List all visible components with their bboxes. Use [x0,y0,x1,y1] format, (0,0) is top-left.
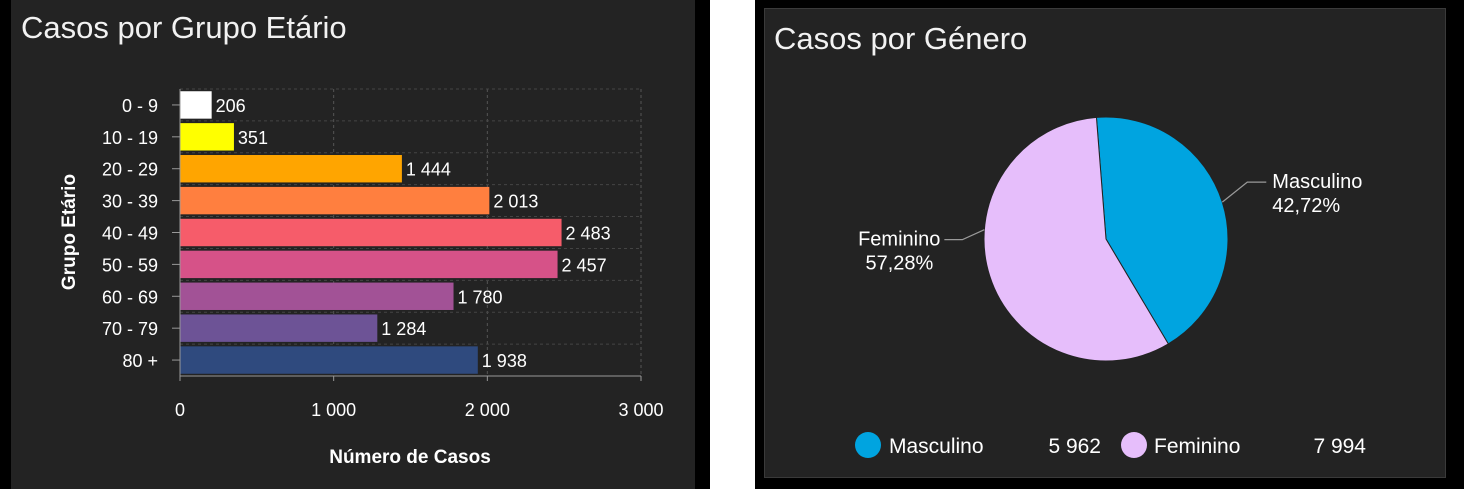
slice-label-percent: 42,72% [1272,195,1340,217]
slice-label-percent: 57,28% [866,253,934,275]
y-tick-label: 30 - 39 [102,192,158,212]
pie-slice [983,116,1169,362]
bar-value-label: 2 483 [566,224,611,244]
y-axis-title: Grupo Etário [59,174,80,290]
y-tick-label: 80 + [122,351,158,371]
x-tick-label: 3 000 [618,400,663,420]
bar-value-label: 1 444 [406,160,451,180]
x-tick-label: 2 000 [465,400,510,420]
gender-panel: Casos por Género Masculino 42,72% Feminino… [755,0,1464,489]
y-tick-label: 60 - 69 [102,287,158,307]
leader-line [944,229,985,241]
age-bar-chart: 206 0 - 9 351 10 - 19 1 444 20 - 29 2 013 30 - … [59,88,664,468]
pie-slice [1095,116,1229,345]
leader-line [1221,181,1267,203]
bar [180,186,490,215]
bar [180,282,454,310]
y-tick-label: 10 - 19 [102,128,158,148]
y-tick-label: 50 - 59 [102,255,158,275]
bar [180,314,378,342]
age-group-panel: Casos por Grupo Etário 206 0 - 9 351 10 - 1… [0,0,710,489]
y-tick-label: 0 - 9 [122,96,158,116]
bar [180,346,478,374]
bar [180,155,402,183]
bar-value-label: 351 [238,128,268,148]
age-chart-title: Casos por Grupo Etário [21,10,347,45]
bar [180,218,562,247]
y-tick-label: 20 - 29 [102,160,158,180]
legend-label: Masculino [889,435,984,458]
gender-chart-title: Casos por Género [774,21,1028,56]
bar [180,91,212,119]
bar-value-label: 2 013 [493,192,538,212]
x-tick-label: 1 000 [311,400,356,420]
bar-value-label: 1 780 [458,287,503,307]
bar [180,250,558,279]
x-tick-label: 0 [175,400,185,420]
age-group-card: Casos por Grupo Etário 206 0 - 9 351 10 - 1… [11,0,695,489]
gender-card: Casos por Género Masculino 42,72% Feminino… [764,8,1446,478]
bar-value-label: 1 284 [381,319,426,339]
bar [180,123,234,151]
slice-label-name: Feminino [858,229,940,251]
x-axis-title: Número de Casos [329,447,491,468]
bar-value-label: 206 [216,96,246,116]
slice-label-name: Masculino [1272,171,1362,193]
legend-value: 7 994 [1313,435,1366,458]
legend-swatch [1121,432,1147,458]
y-tick-label: 70 - 79 [102,319,158,339]
bar-value-label: 2 457 [562,255,607,275]
legend-value: 5 962 [1048,435,1101,458]
y-tick-label: 40 - 49 [102,224,158,244]
legend-swatch [855,432,881,458]
legend-label: Feminino [1154,435,1240,458]
bar-value-label: 1 938 [482,351,527,371]
